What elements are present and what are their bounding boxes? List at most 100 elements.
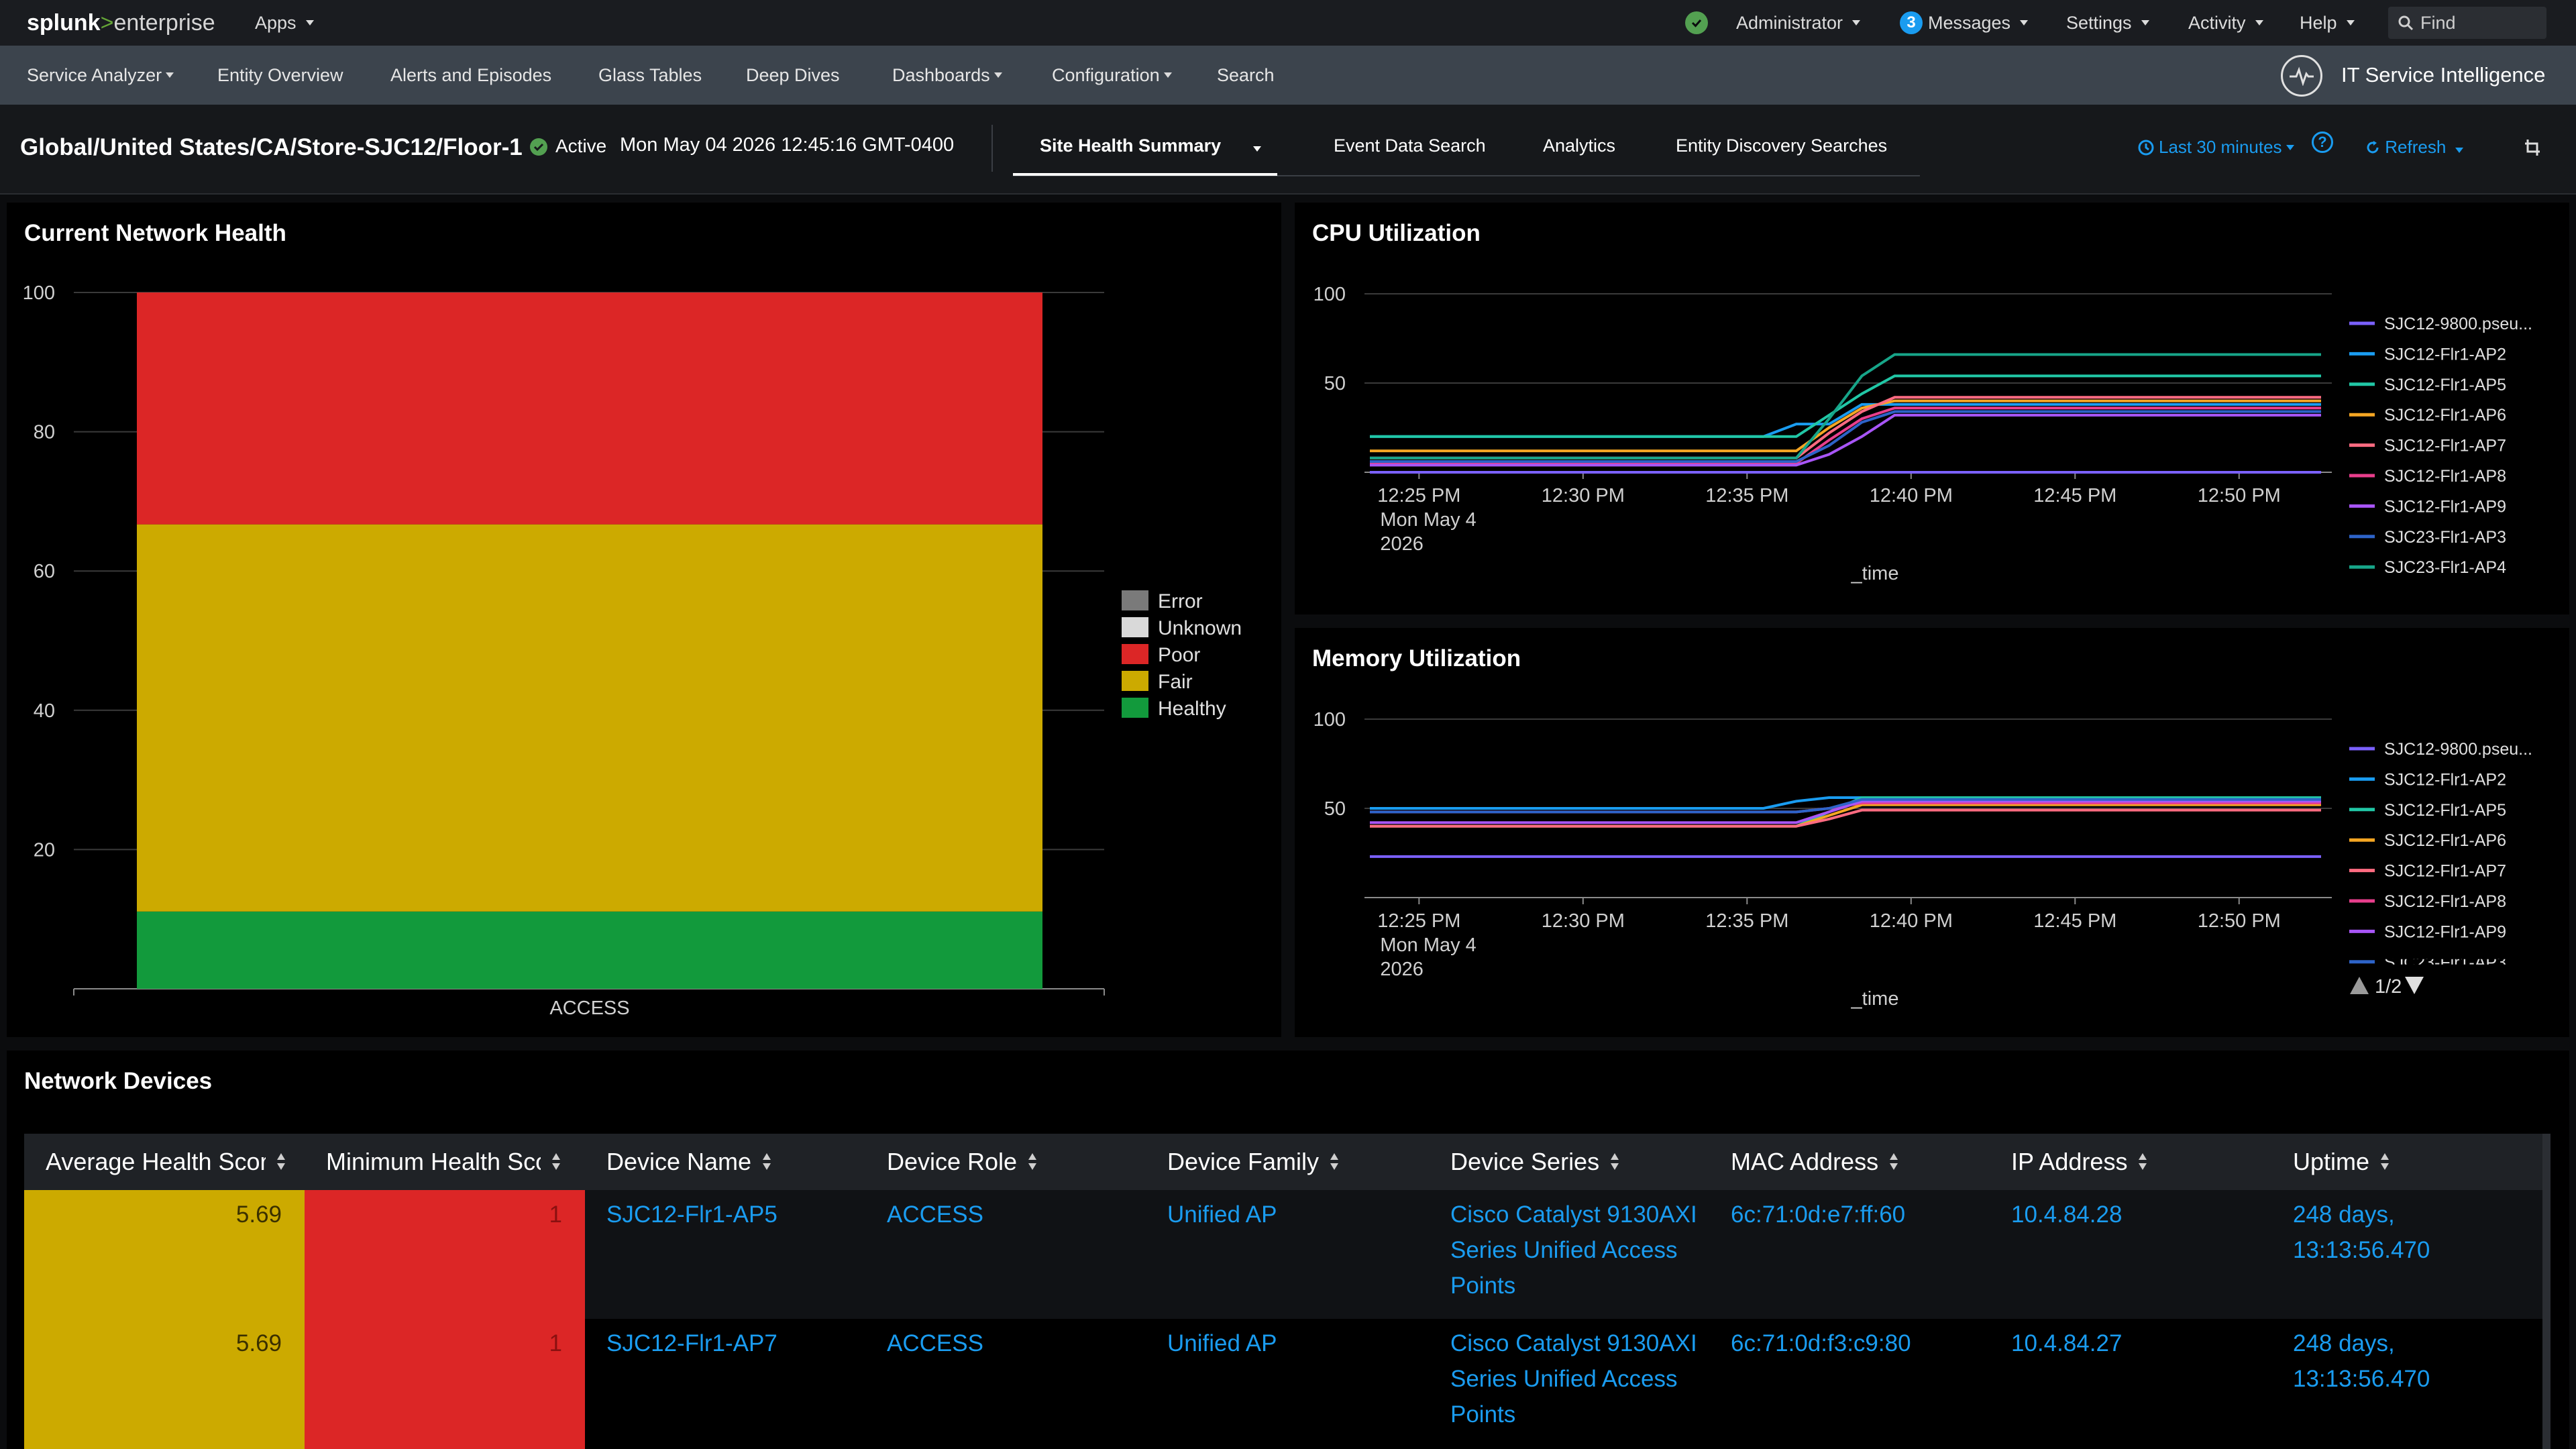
legend-label: SJC12-Flr1-AP8 [2384,892,2506,911]
x-tick-label: 12:30 PM [1542,910,1625,932]
min-health-cell: 1 [305,1319,585,1449]
sort-icon[interactable] [275,1152,287,1172]
chevron-down-icon [1852,20,1861,25]
sort-icon[interactable] [2137,1152,2149,1172]
column-header-device-series[interactable]: Device Series [1450,1134,1709,1190]
table-scrollbar[interactable] [2542,1134,2551,1449]
app-name-label: IT Service Intelligence [2341,63,2546,87]
column-header-device-role[interactable]: Device Role [887,1134,1146,1190]
legend-swatch [1122,644,1148,664]
collapse-panel-icon[interactable] [2524,137,2542,158]
column-header-ip-address[interactable]: IP Address [2011,1134,2270,1190]
nav-deep-dives[interactable]: Deep Dives [746,63,840,87]
nav-search[interactable]: Search [1217,63,1275,87]
health-ok-icon[interactable] [1685,11,1708,34]
device-role-link[interactable]: ACCESS [887,1330,983,1356]
messages-menu-label: Messages [1928,13,2011,33]
device-role-link[interactable]: ACCESS [887,1201,983,1228]
x-tick-label: 12:30 PM [1542,485,1625,506]
column-label: Device Family [1167,1148,1320,1175]
network-health-chart: 100 80 60 40 20 ACCESS Error Unknown Poor Fair Hea… [23,282,1242,1019]
legend-label: SJC23-Flr1-AP4 [2384,558,2506,577]
series-line [1370,399,2321,453]
column-header-minimum-health-score[interactable]: Minimum Health Score [326,1134,585,1190]
tab-event-data-search[interactable]: Event Data Search [1334,136,1486,156]
device-family-link[interactable]: Unified AP [1167,1330,1277,1356]
tab-analytics[interactable]: Analytics [1543,136,1615,156]
chevron-down-icon[interactable] [1252,146,1261,152]
sort-icon[interactable] [1888,1152,1900,1172]
legend-label: SJC12-Flr1-AP2 [2384,345,2506,364]
settings-menu[interactable]: Settings [2066,11,2149,35]
legend-label: SJC12-9800.pseu... [2384,315,2532,333]
tab-entity-discovery-searches[interactable]: Entity Discovery Searches [1676,136,1887,156]
find-input[interactable]: Find [2388,7,2546,39]
sort-icon[interactable] [2379,1152,2391,1172]
legend-pager-label: 1/2 [2375,976,2402,998]
device-series-link[interactable]: Cisco Catalyst 9130AXI Series Unified Ac… [1450,1330,1697,1428]
chevron-down-icon [2255,20,2263,25]
device-name-link[interactable]: SJC12-Flr1-AP7 [606,1330,777,1356]
panel-title: Memory Utilization [1312,645,1521,672]
legend-item-partial: SJC23-Flr1-AP3 [2349,959,2506,965]
messages-menu[interactable]: 3 Messages [1900,11,2029,35]
memory-utilization-panel: Memory Utilization 100 50 12:25 PM 12:30 PM… [1295,628,2569,1037]
nav-glass-tables[interactable]: Glass Tables [598,63,702,87]
nav-label: Service Analyzer [27,65,162,85]
nav-label: Glass Tables [598,65,702,85]
nav-alerts-and-episodes[interactable]: Alerts and Episodes [390,63,551,87]
device-series-link[interactable]: Cisco Catalyst 9130AXI Series Unified Ac… [1450,1201,1697,1299]
nav-dashboards[interactable]: Dashboards [892,63,1002,87]
uptime-link[interactable]: 248 days, 13:13:56.470 [2293,1201,2430,1263]
active-tab-indicator [1013,173,1277,176]
column-header-average-health-score[interactable]: Average Health Score [46,1134,305,1190]
column-header-device-family[interactable]: Device Family [1167,1134,1426,1190]
mac-address-link[interactable]: 6c:71:0d:e7:ff:60 [1731,1201,1906,1228]
help-icon[interactable]: ? [2312,131,2333,153]
uptime-link[interactable]: 248 days, 13:13:56.470 [2293,1330,2430,1392]
sort-icon[interactable] [1609,1152,1621,1172]
panel-title: Current Network Health [24,220,286,246]
active-status-icon [530,138,547,156]
activity-menu[interactable]: Activity [2188,11,2263,35]
apps-menu[interactable]: Apps [255,11,314,35]
nav-service-analyzer[interactable]: Service Analyzer [27,63,174,87]
device-family-link[interactable]: Unified AP [1167,1201,1277,1228]
splunk-logo[interactable]: splunk>enterprise [27,8,215,38]
column-header-device-name[interactable]: Device Name [606,1134,865,1190]
bar-segment-poor [137,292,1042,525]
help-menu[interactable]: Help [2300,11,2355,35]
ip-address-link[interactable]: 10.4.84.28 [2011,1201,2123,1228]
legend-label: SJC12-Flr1-AP6 [2384,406,2506,425]
nav-configuration[interactable]: Configuration [1052,63,1172,87]
nav-label: Entity Overview [217,65,343,85]
legend-swatch [1122,617,1148,637]
legend-label: SJC12-Flr1-AP6 [2384,831,2506,850]
logo-text-enterprise: enterprise [113,10,215,36]
network-health-panel: Current Network Health 100 80 60 40 20 ACCESS… [7,203,1281,1037]
sort-icon[interactable] [1026,1152,1038,1172]
sort-icon[interactable] [761,1152,773,1172]
min-health-cell: 1 [305,1190,585,1319]
nav-label: Deep Dives [746,65,840,85]
mac-address-link[interactable]: 6c:71:0d:f3:c9:80 [1731,1330,1911,1356]
refresh-button[interactable]: Refresh [2365,137,2463,158]
sort-icon[interactable] [1328,1152,1340,1172]
column-label: Device Series [1450,1148,1600,1175]
x-tick-label: 12:45 PM [2033,485,2116,506]
column-header-uptime[interactable]: Uptime [2293,1134,2541,1190]
status-badge: Active [555,136,607,156]
column-header-mac-address[interactable]: MAC Address [1731,1134,1990,1190]
sort-icon[interactable] [550,1152,562,1172]
time-range-picker[interactable]: Last 30 minutes [2137,137,2294,158]
time-range-label: Last 30 minutes [2159,137,2282,157]
device-name-link[interactable]: SJC12-Flr1-AP5 [606,1201,777,1228]
nav-entity-overview[interactable]: Entity Overview [217,63,343,87]
legend-label: Poor [1158,644,1200,666]
user-menu[interactable]: Administrator [1736,11,1861,35]
x-tick-date-label: Mon May 4 [1380,934,1476,956]
tab-site-health-summary[interactable]: Site Health Summary [1040,136,1261,156]
legend-prev-icon [2350,977,2369,994]
series-line [1370,798,2321,814]
ip-address-link[interactable]: 10.4.84.27 [2011,1330,2123,1356]
